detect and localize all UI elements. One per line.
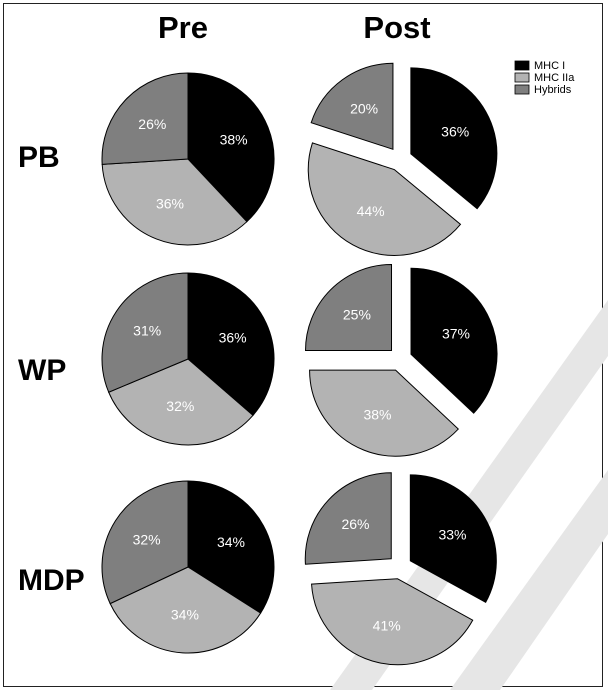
pie-slice-mdp-pre-hybrids	[101, 480, 189, 605]
pie-label-wp-post-mhc-iia: 38%	[363, 406, 391, 422]
pie-label-pb-post-mhc-i: 36%	[441, 124, 469, 140]
pie-slice-wp-pre-mhc-i	[187, 272, 275, 417]
pie-label-wp-pre-mhc-iia: 32%	[166, 398, 194, 414]
pie-label-mdp-pre-mhc-i: 34%	[217, 534, 245, 550]
pie-slice-wp-pre-hybrids	[101, 272, 189, 393]
row-label-mdp: MDP	[18, 564, 85, 597]
pie-slice-mdp-post-mhc-iia	[311, 578, 474, 666]
pie-label-pb-pre-mhc-iia: 36%	[156, 195, 184, 211]
legend-label-hybrids: Hybrids	[534, 84, 572, 96]
pie-label-wp-pre-hybrids: 31%	[133, 323, 161, 339]
pie-label-wp-post-hybrids: 25%	[343, 307, 371, 323]
pie-label-wp-post-mhc-i: 37%	[442, 326, 470, 342]
legend-swatch-mhc-i	[514, 60, 530, 71]
pie-slice-pb-pre-hybrids	[101, 72, 189, 165]
pie-label-pb-pre-hybrids: 26%	[138, 116, 166, 132]
pie-slice-wp-post-mhc-iia	[309, 369, 459, 457]
column-title-pre: Pre	[158, 10, 208, 45]
pie-slice-pb-pre-mhc-iia	[101, 158, 248, 246]
row-label-wp: WP	[18, 354, 66, 387]
legend: MHC I MHC IIa Hybrids	[514, 60, 575, 96]
pie-slice-wp-pre-mhc-iia	[108, 358, 254, 446]
legend-swatch-mhc-iia	[514, 72, 530, 83]
column-title-post: Post	[363, 10, 430, 45]
pie-label-pb-pre-mhc-i: 38%	[220, 132, 248, 148]
legend-label-mhc-iia: MHC IIa	[534, 72, 575, 84]
pie-label-mdp-post-hybrids: 26%	[341, 516, 369, 532]
pie-slice-mdp-post-hybrids	[304, 472, 392, 565]
pie-slice-pb-post-mhc-i	[410, 67, 498, 210]
pie-label-pb-post-hybrids: 20%	[350, 100, 378, 116]
legend-label-mhc-i: MHC I	[534, 60, 565, 72]
pie-slice-pb-pre-mhc-i	[187, 72, 275, 223]
pie-slice-wp-post-mhc-i	[410, 267, 498, 414]
pie-label-pb-post-mhc-iia: 44%	[357, 203, 385, 219]
pie-slice-pb-post-hybrids	[310, 62, 394, 150]
pie-label-mdp-pre-mhc-iia: 34%	[171, 607, 199, 623]
pie-slice-mdp-post-mhc-i	[409, 474, 497, 603]
pie-slice-wp-post-hybrids	[305, 264, 393, 352]
pie-slice-mdp-pre-mhc-iia	[109, 566, 262, 654]
pie-label-mdp-post-mhc-iia: 41%	[373, 617, 401, 633]
pies-group: 38% 36% 26% 36% 44% 20% 36% 32% 31% 37% 38% 25% 34% 3…	[101, 62, 498, 666]
pie-slice-pb-post-mhc-iia	[307, 142, 462, 256]
pie-label-mdp-pre-hybrids: 32%	[133, 531, 161, 547]
legend-swatch-hybrids	[514, 84, 530, 95]
pie-label-mdp-post-mhc-i: 33%	[438, 527, 466, 543]
pie-label-wp-pre-mhc-i: 36%	[219, 329, 247, 345]
row-label-pb: PB	[18, 141, 60, 174]
